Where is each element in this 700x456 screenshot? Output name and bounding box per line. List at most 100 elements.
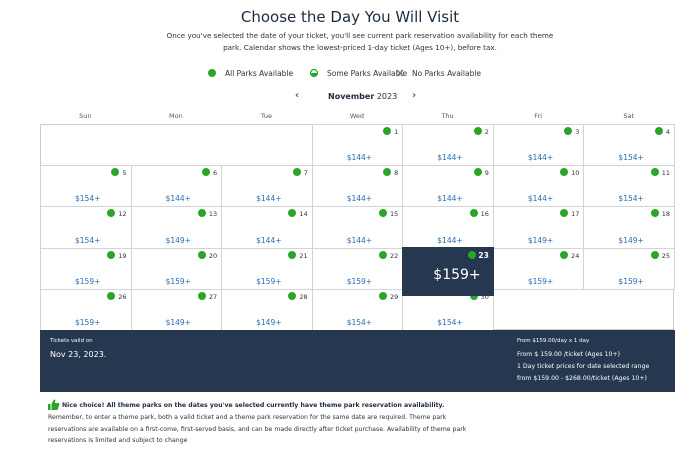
availability-dot: [288, 291, 297, 300]
legend-icon-none: [396, 69, 404, 77]
day-number: 29: [389, 292, 399, 301]
day-cell[interactable]: 17 $149+: [492, 206, 585, 249]
availability-dot: [197, 291, 206, 300]
day-cell[interactable]: 22 $159+: [311, 247, 404, 290]
weekday-label: Fri: [534, 112, 542, 120]
day-cell[interactable]: 4 $154+: [583, 124, 675, 167]
page-title: Choose the Day You Will Visit: [240, 8, 460, 26]
day-cell[interactable]: 2 $144+: [402, 124, 494, 167]
summary-line: From $159.00/day x 1 day: [517, 338, 590, 344]
day-cell[interactable]: 19 $159+: [40, 247, 132, 290]
day-cell[interactable]: 14 $144+: [221, 206, 313, 249]
day-cell[interactable]: 27 $149+: [130, 288, 223, 331]
day-cell[interactable]: 25 $159+: [583, 247, 675, 290]
day-number: 1: [394, 128, 399, 136]
summary-panel: Tickets valid on Nov 23, 2023. From $159…: [40, 330, 675, 392]
day-cell[interactable]: 10 $144+: [492, 165, 585, 208]
availability-dot: [560, 250, 569, 259]
availability-dot: [654, 127, 663, 135]
day-price: $159+: [433, 266, 481, 283]
weekday-label: Mon: [168, 112, 183, 120]
availability-dot: [378, 209, 387, 218]
weekday-label: Tue: [260, 112, 272, 120]
day-price: $144+: [165, 194, 191, 204]
prev-month[interactable]: ‹: [295, 90, 300, 101]
day-cell[interactable]: 23 $159+: [402, 246, 494, 296]
day-price: $144+: [437, 235, 463, 245]
availability-dot: [107, 291, 116, 300]
day-cell[interactable]: 26 $159+: [40, 288, 132, 331]
day-price: $154+: [437, 317, 463, 327]
availability-dot: [107, 250, 116, 259]
day-number: 21: [299, 251, 308, 260]
day-number: 9: [484, 169, 489, 178]
day-number: 28: [299, 292, 308, 301]
day-cell[interactable]: 13 $149+: [130, 206, 223, 249]
day-cell[interactable]: 6 $144+: [130, 165, 223, 208]
calendar-grid: 1 $144+ 2 $144+ 3 $144+ 4 $154+ 5 $154+ 6 $144+ 7 $14…: [40, 124, 675, 331]
availability-dot: [383, 168, 392, 177]
day-number: 16: [480, 210, 489, 219]
day-cell[interactable]: 8 $144+: [311, 165, 404, 208]
day-number: 3: [575, 128, 580, 136]
day-price: $144+: [346, 194, 373, 204]
availability-dot: [378, 291, 387, 300]
day-price: $159+: [75, 317, 101, 327]
day-cell[interactable]: 11 $154+: [583, 165, 675, 208]
day-cell[interactable]: 7 $144+: [221, 165, 313, 208]
day-cell[interactable]: 15 $144+: [311, 206, 404, 249]
day-cell[interactable]: 12 $154+: [40, 206, 132, 249]
availability-dot: [288, 209, 297, 218]
availability-dot: [560, 168, 569, 177]
day-price: $144+: [527, 194, 554, 204]
day-price: $159+: [165, 276, 191, 286]
day-cell[interactable]: 20 $159+: [130, 247, 223, 290]
day-number: 20: [208, 251, 218, 260]
day-cell[interactable]: 21 $159+: [221, 247, 313, 290]
availability-dot: [469, 209, 478, 218]
availability-dot: [201, 168, 210, 177]
day-number: 27: [208, 292, 218, 301]
day-number: 14: [299, 210, 308, 219]
availability-dot: [378, 250, 387, 259]
thumbs-up-icon: [48, 399, 60, 410]
legend-label: Some Parks Available: [327, 69, 408, 78]
day-price: $159+: [527, 276, 554, 286]
availability-dot: [473, 127, 482, 135]
weekday-label: Thu: [441, 112, 454, 120]
day-number: 22: [389, 251, 399, 260]
day-number: 15: [389, 210, 399, 219]
day-cell[interactable]: 5 $154+: [40, 165, 132, 208]
availability-dot: [650, 250, 659, 259]
day-number: 13: [208, 210, 218, 219]
availability-dot: [564, 127, 573, 135]
weekday-label: Sun: [79, 112, 92, 120]
day-price: $144+: [437, 153, 463, 163]
day-cell[interactable]: 3 $144+: [492, 124, 585, 167]
day-number: 26: [118, 292, 127, 301]
day-cell[interactable]: 18 $149+: [583, 206, 675, 249]
month: November: [328, 92, 375, 101]
availability-dot: [197, 209, 206, 218]
year: 2023: [376, 92, 398, 101]
day-cell[interactable]: 24 $159+: [492, 247, 585, 290]
day-number: 8: [394, 169, 399, 178]
day-price: $149+: [165, 235, 191, 245]
day-price: $149+: [618, 235, 644, 245]
day-price: $154+: [618, 153, 644, 163]
day-price: $144+: [346, 235, 373, 245]
day-price: $159+: [256, 276, 282, 286]
summary-date: Nov 23, 2023.: [50, 350, 107, 359]
day-cell[interactable]: 28 $149+: [221, 288, 313, 331]
day-cell[interactable]: 1 $144+: [311, 124, 404, 167]
weekday-label: Wed: [349, 112, 365, 120]
day-cell[interactable]: 16 $144+: [402, 206, 494, 249]
day-price: $144+: [256, 235, 282, 245]
day-number: 6: [212, 169, 218, 178]
day-cell[interactable]: 29 $154+: [311, 288, 404, 331]
day-price: $159+: [346, 276, 373, 286]
availability-dot: [288, 250, 297, 259]
day-cell[interactable]: 9 $144+: [402, 165, 494, 208]
next-month[interactable]: ›: [412, 90, 417, 101]
